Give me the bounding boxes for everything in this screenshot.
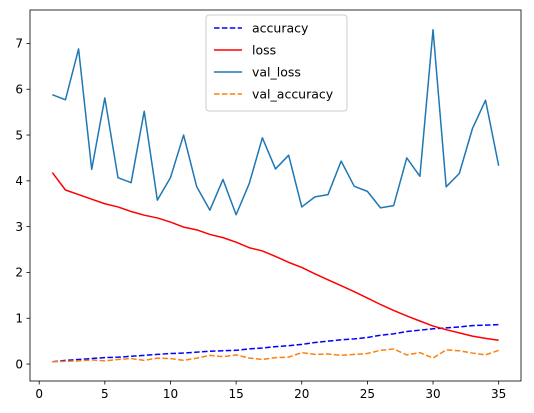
x-tick-label: 30 [425,387,440,401]
series-line-loss [51,172,499,341]
series-line-val-accuracy [52,348,499,363]
legend-label: val_loss [252,65,301,80]
y-tick-label: 2 [15,266,23,280]
y-tick-label: 4 [15,174,23,188]
y-tick-label: 5 [15,128,23,142]
x-tick-label: 20 [294,387,309,401]
legend-label: loss [252,43,276,58]
series-line-val-loss [52,28,500,216]
legend-label: val_accuracy [252,87,334,102]
y-tick-label: 7 [15,37,23,51]
y-tick-label: 6 [15,83,23,97]
series-line-accuracy [52,323,499,363]
axes-layer: 0 5 10 15 20 25 30 35 0 1 2 3 4 5 6 7 [15,9,522,401]
series-layer [51,28,500,363]
x-tick-label: 10 [163,387,178,401]
y-tick-label: 3 [15,220,23,234]
legend: accuracy loss val_loss val_accuracy [205,14,348,112]
y-tick-label: 0 [15,357,23,371]
x-tick-label: 15 [228,387,243,401]
x-tick-label: 5 [101,387,109,401]
x-tick-label: 25 [360,387,375,401]
plot-frame [29,9,522,382]
y-tick-label: 1 [15,312,23,326]
x-tick-label: 35 [491,387,506,401]
x-tick-label: 0 [35,387,43,401]
legend-label: accuracy [252,21,309,36]
legend-box [205,14,348,112]
